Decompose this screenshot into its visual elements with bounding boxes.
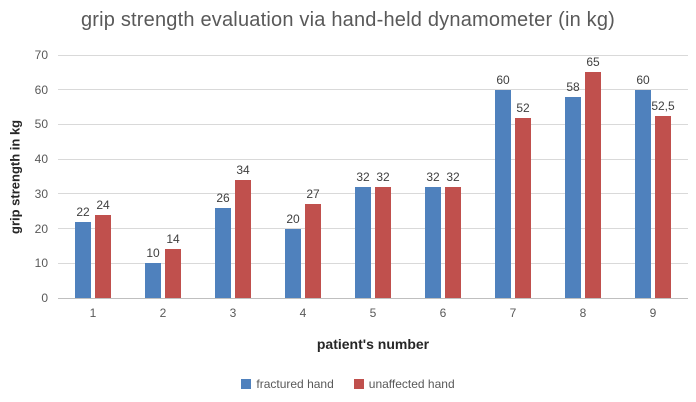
x-tick-label: 3: [229, 306, 237, 320]
gridline: [58, 54, 688, 56]
gridline: [58, 123, 688, 125]
bar-unaffected-hand: [655, 115, 671, 298]
x-axis-line: [58, 297, 688, 299]
value-label: 52: [516, 100, 530, 115]
bar-group: 10 14: [128, 55, 198, 298]
value-label: 32: [446, 169, 460, 184]
value-label: 60: [496, 72, 510, 87]
plot-area: 22 24 10 14 26 34 20 27 32 32 32 32 60 52 58 65 60 52,5: [58, 54, 688, 299]
bar-unaffected-hand: [95, 214, 111, 298]
value-label: 32: [356, 169, 370, 184]
bar-unaffected-hand: [445, 186, 461, 298]
legend-item: fractured hand: [241, 377, 334, 391]
bar-group: 22 24: [58, 55, 128, 298]
value-label: 20: [286, 211, 300, 226]
bar-fractured-hand: [635, 89, 651, 298]
bar-group: 32 32: [338, 55, 408, 298]
bar-fractured-hand: [565, 96, 581, 298]
x-tick-label: 1: [89, 306, 97, 320]
bar-group: 60 52,5: [618, 55, 688, 298]
value-label: 34: [236, 162, 250, 177]
bar-fractured-hand: [425, 186, 441, 298]
value-label: 65: [586, 55, 600, 70]
gridline: [58, 262, 688, 264]
bar-unaffected-hand: [515, 117, 531, 298]
gridline: [58, 89, 688, 91]
bar-unaffected-hand: [165, 249, 181, 298]
y-tick-label: 70: [34, 48, 48, 62]
gridline: [58, 228, 688, 230]
bar-unaffected-hand: [305, 204, 321, 298]
x-tick-label: 5: [369, 306, 377, 320]
bar-group: 60 52: [478, 55, 548, 298]
bar-group: 32 32: [408, 55, 478, 298]
legend-swatch: [241, 379, 252, 389]
legend-swatch: [353, 379, 364, 389]
value-label: 10: [146, 246, 160, 261]
value-label: 60: [636, 72, 650, 87]
value-label: 32: [376, 169, 390, 184]
x-tick-label: 6: [439, 306, 447, 320]
x-tick-label: 2: [159, 306, 167, 320]
gridline: [58, 158, 688, 160]
y-tick-label: 60: [34, 82, 48, 97]
y-tick-label: 20: [34, 221, 48, 236]
bar-unaffected-hand: [375, 186, 391, 298]
bar-unaffected-hand: [585, 72, 601, 298]
value-label: 22: [76, 204, 90, 219]
x-axis-title: patient's number: [316, 336, 430, 352]
value-label: 24: [96, 197, 110, 212]
bar-unaffected-hand: [235, 179, 251, 298]
legend: fractured hand unaffected hand: [0, 377, 696, 391]
bar-fractured-hand: [355, 186, 371, 298]
x-tick-label: 4: [299, 306, 307, 320]
bar-fractured-hand: [145, 263, 161, 298]
y-tick-label: 50: [34, 117, 48, 132]
value-label: 14: [166, 232, 180, 247]
x-tick-label: 7: [509, 306, 517, 320]
legend-label: fractured hand: [256, 377, 334, 391]
value-label: 26: [216, 190, 230, 205]
legend-item: unaffected hand: [353, 377, 455, 391]
y-tick-label: 40: [34, 152, 48, 167]
y-tick-label: 0: [41, 291, 48, 305]
value-label: 52,5: [651, 98, 675, 113]
bar-fractured-hand: [215, 207, 231, 298]
bar-group: 26 34: [198, 55, 268, 298]
y-tick-label: 30: [34, 186, 48, 201]
x-tick-label: 8: [579, 306, 587, 320]
bar-fractured-hand: [495, 89, 511, 298]
bar-fractured-hand: [285, 228, 301, 298]
legend-label: unaffected hand: [368, 377, 455, 391]
gridline: [58, 193, 688, 195]
value-label: 32: [426, 169, 440, 184]
bar-group: 20 27: [268, 55, 338, 298]
chart-title: grip strength evaluation via hand-held d…: [80, 9, 616, 31]
value-label: 27: [306, 187, 320, 202]
y-tick-label: 10: [34, 256, 48, 271]
bar-fractured-hand: [75, 221, 91, 298]
value-label: 58: [566, 79, 580, 94]
bar-group: 58 65: [548, 55, 618, 298]
x-tick-label: 9: [649, 306, 657, 320]
